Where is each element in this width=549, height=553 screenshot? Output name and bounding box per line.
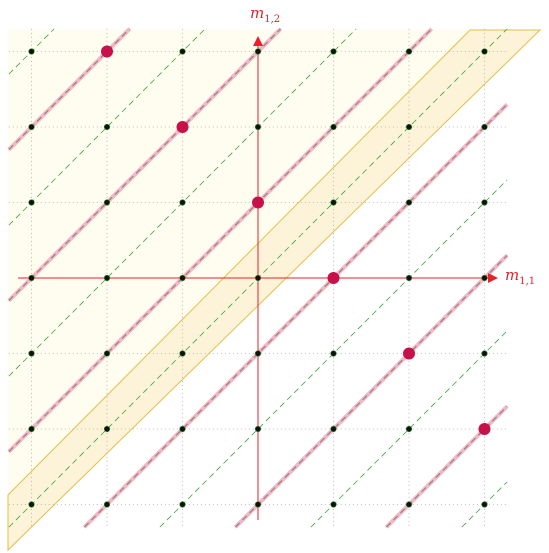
highlight-diagonal bbox=[82, 102, 509, 529]
lattice-point bbox=[28, 501, 35, 508]
highlight-diagonal-core bbox=[234, 254, 508, 528]
lattice-point bbox=[254, 274, 262, 282]
lattice-point bbox=[179, 199, 186, 206]
lattice-point bbox=[179, 274, 186, 282]
lattice-point bbox=[28, 350, 35, 357]
lattice-point bbox=[330, 350, 337, 357]
lattice-point bbox=[103, 350, 111, 357]
lattice-point bbox=[179, 48, 186, 55]
lattice-point bbox=[179, 501, 186, 508]
lattice-point bbox=[254, 350, 262, 357]
label-base: m bbox=[505, 266, 519, 284]
highlight-point bbox=[101, 45, 113, 58]
lattice-point bbox=[405, 123, 413, 131]
lattice-point bbox=[481, 501, 488, 508]
lattice-point bbox=[481, 274, 488, 282]
lattice-point bbox=[103, 274, 111, 282]
highlight-diagonal-core bbox=[385, 405, 508, 528]
lattice-point bbox=[28, 274, 35, 282]
band bbox=[7, 29, 542, 552]
lattice-point bbox=[405, 274, 413, 282]
y-arrow bbox=[253, 36, 263, 46]
lattice-point bbox=[103, 425, 111, 433]
lattice-point bbox=[179, 350, 186, 357]
lattice-point bbox=[330, 48, 337, 55]
y-axis-label: m1,2 bbox=[250, 4, 280, 25]
highlight-point bbox=[252, 196, 264, 209]
highlight-point bbox=[176, 121, 189, 133]
lattice-point bbox=[103, 123, 111, 131]
lattice-point bbox=[330, 199, 337, 206]
label-base: m bbox=[250, 4, 264, 22]
lattice-point bbox=[28, 199, 35, 206]
highlight-diagonal bbox=[7, 27, 434, 454]
label-sub: 1,1 bbox=[519, 276, 535, 287]
lattice-point bbox=[481, 48, 488, 55]
lattice-point bbox=[254, 123, 262, 131]
lattice-point bbox=[330, 123, 337, 131]
lattice-point bbox=[103, 501, 111, 508]
highlight-diagonal-core bbox=[8, 28, 282, 302]
lattice-point bbox=[254, 501, 262, 508]
lattice-point bbox=[254, 425, 262, 433]
lattice-point bbox=[405, 501, 413, 508]
lattice-point bbox=[481, 350, 488, 357]
lattice-point bbox=[405, 199, 413, 206]
highlight-point bbox=[403, 347, 415, 360]
label-sub: 1,2 bbox=[264, 14, 280, 25]
lattice-point bbox=[481, 123, 488, 131]
lattice-point bbox=[103, 199, 111, 206]
lattice-point bbox=[405, 425, 413, 433]
x-axis-label: m1,1 bbox=[505, 266, 535, 287]
x-arrow bbox=[488, 273, 498, 283]
lattice-point bbox=[28, 48, 35, 55]
highlight-point bbox=[478, 423, 491, 435]
lattice-point bbox=[28, 425, 35, 433]
lattice-point bbox=[254, 48, 262, 55]
lattice-point bbox=[330, 425, 337, 433]
lattice-point bbox=[405, 48, 413, 55]
lattice-point bbox=[481, 199, 488, 206]
highlight-point bbox=[327, 272, 340, 284]
lattice-point bbox=[179, 425, 186, 433]
lattice-point bbox=[28, 123, 35, 131]
lattice bbox=[7, 27, 509, 529]
dashed-diagonal bbox=[8, 28, 206, 226]
lattice-point bbox=[330, 501, 337, 508]
dashed-diagonal bbox=[310, 330, 508, 528]
